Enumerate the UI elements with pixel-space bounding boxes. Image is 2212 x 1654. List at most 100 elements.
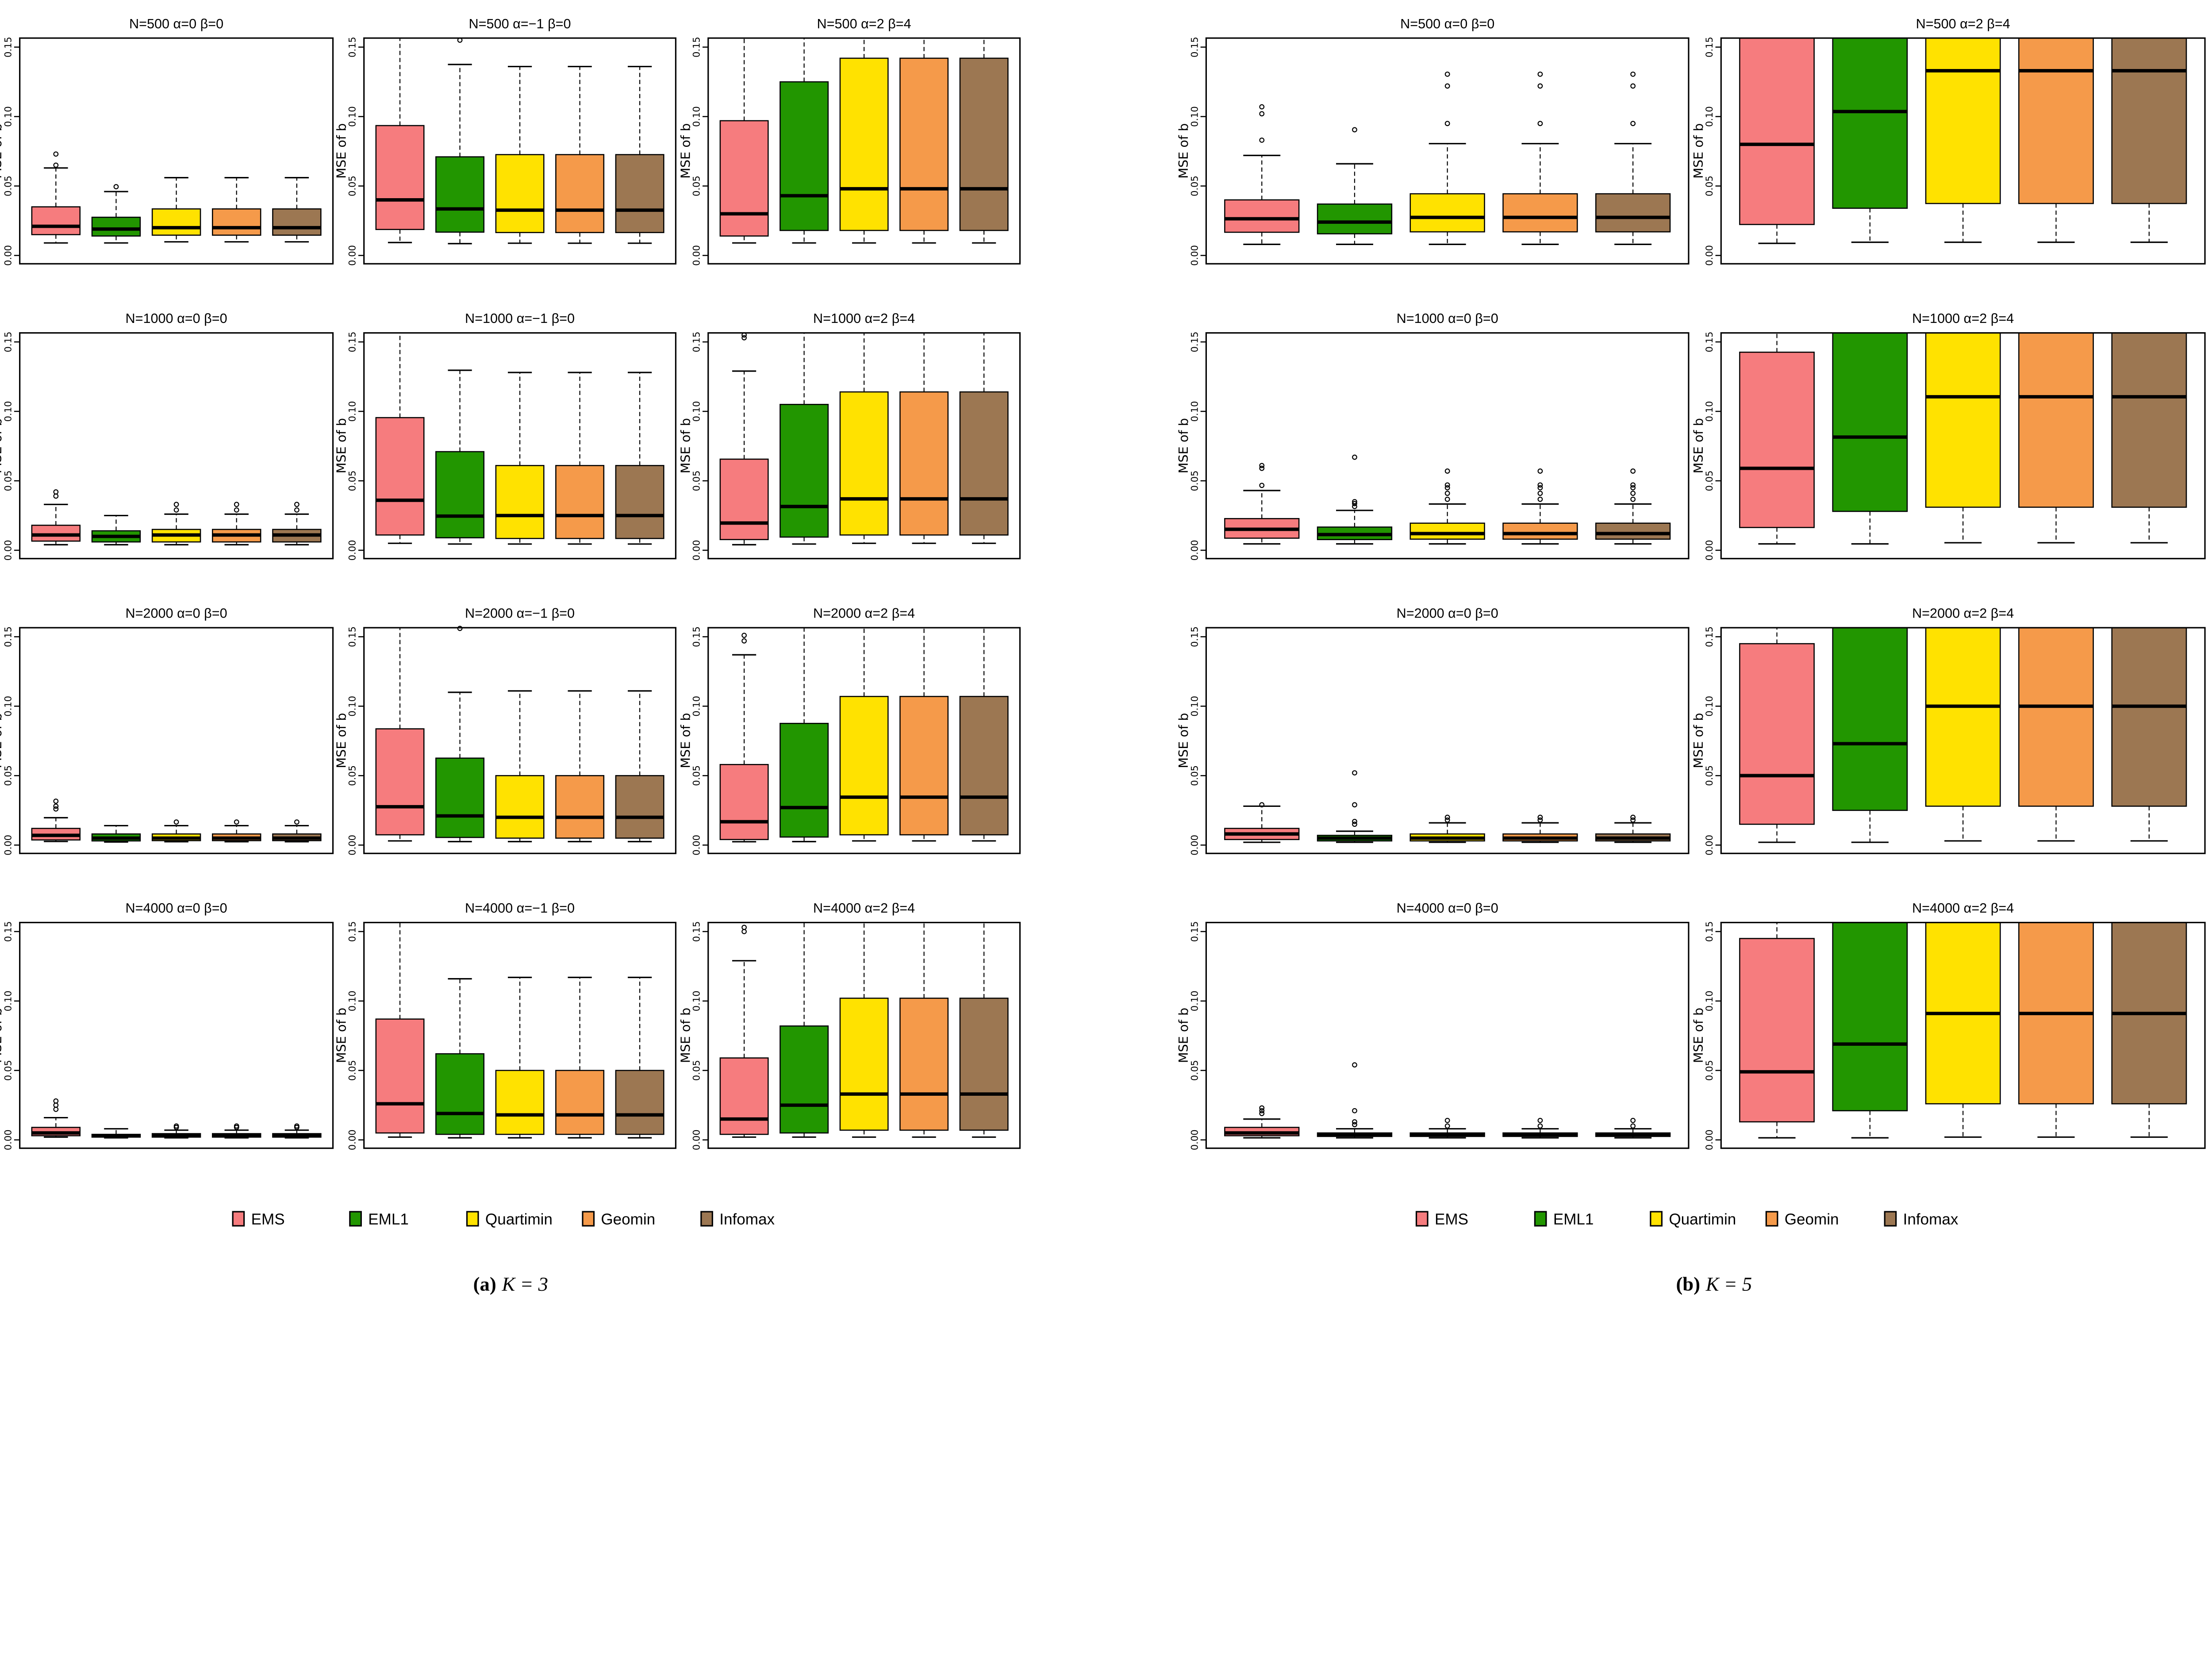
y-tick-label: 0.00 — [1704, 1129, 1715, 1150]
y-axis-label: MSE of b — [678, 1008, 693, 1063]
box-ems — [31, 525, 81, 542]
panel-title: N=1000 α=0 β=0 — [1397, 311, 1498, 326]
y-tick-label: 0.10 — [691, 106, 702, 127]
box-eml1 — [1832, 627, 1908, 811]
y-tick-label: 0.10 — [3, 106, 14, 127]
y-tick-label: 0.15 — [1189, 37, 1200, 58]
outlier-point — [53, 489, 59, 495]
y-axis-label: MSE of b — [678, 123, 693, 179]
legend-label: Quartimin — [1669, 1211, 1736, 1228]
plot-frame — [19, 627, 334, 854]
outlier-point — [1537, 482, 1543, 488]
legend-swatch-eml1 — [1534, 1211, 1547, 1227]
panel-title: N=2000 α=−1 β=0 — [465, 606, 575, 621]
outlier-point — [1444, 817, 1450, 823]
box-infomax — [615, 775, 664, 839]
y-tick-label: 0.05 — [347, 1060, 358, 1081]
outlier-point — [1444, 83, 1450, 89]
y-tick-label: 0.15 — [3, 37, 14, 58]
outlier-point — [1537, 71, 1543, 77]
outlier-point — [1259, 802, 1265, 808]
boxplot-panel: N=1000 α=2 β=4 0.00 0.05 0.10 0.15 MSE of b — [678, 311, 1021, 560]
legend-swatch-eml1 — [349, 1211, 362, 1227]
legend-swatch-ems — [1415, 1211, 1429, 1227]
y-tick-label: 0.00 — [3, 540, 14, 560]
outlier-point — [1630, 817, 1636, 823]
outlier-point — [1352, 821, 1357, 827]
plot-frame — [1205, 37, 1690, 265]
panel-title: N=2000 α=0 β=0 — [126, 606, 227, 621]
y-tick-label: 0.15 — [1704, 37, 1715, 58]
box-geomin — [555, 465, 605, 539]
y-tick-label: 0.00 — [691, 835, 702, 856]
box-quartimin — [839, 696, 889, 836]
y-tick-label: 0.15 — [1189, 626, 1200, 647]
legend-swatch-geomin — [582, 1211, 595, 1227]
y-tick-label: 0.00 — [691, 540, 702, 560]
box-ems — [719, 764, 769, 840]
caption-label: (b) — [1676, 1273, 1700, 1295]
box-eml1 — [780, 403, 829, 538]
legend-swatch-infomax — [700, 1211, 713, 1227]
y-tick-label: 0.10 — [691, 401, 702, 422]
box-geomin — [2018, 627, 2094, 807]
y-tick-label: 0.15 — [1704, 332, 1715, 353]
outlier-point — [53, 493, 59, 499]
outlier-point — [1444, 1123, 1450, 1129]
box-infomax — [959, 391, 1009, 536]
boxplot-panel: N=2000 α=2 β=4 0.00 0.05 0.10 0.15 MSE of b — [1691, 606, 2206, 856]
panel-title: N=4000 α=0 β=0 — [126, 901, 227, 916]
box-ems — [1739, 351, 1815, 528]
panel-title: N=500 α=2 β=4 — [1916, 16, 2010, 31]
outlier-point — [1259, 104, 1265, 110]
outlier-point — [1537, 814, 1543, 820]
panel-title: N=1000 α=−1 β=0 — [465, 311, 575, 326]
legend-swatch-infomax — [1884, 1211, 1897, 1227]
boxplot-panel: N=500 α=2 β=4 0.00 0.05 0.10 0.15 MSE of b — [678, 16, 1021, 266]
legend-label: EML1 — [368, 1211, 409, 1228]
box-geomin — [2018, 37, 2094, 204]
y-axis-label: MSE of b — [678, 418, 693, 473]
plot-frame — [1720, 921, 2206, 1149]
y-tick-label: 0.00 — [3, 1129, 14, 1150]
legend: EMS EML1 Quartimin Geomin Infomax — [232, 1211, 775, 1228]
outlier-point — [741, 633, 747, 638]
plot-frame — [707, 37, 1021, 265]
box-geomin — [555, 775, 605, 839]
outlier-point — [1630, 1123, 1636, 1129]
plot-frame — [707, 627, 1021, 854]
outlier-point — [1537, 83, 1543, 89]
panel-title: N=1000 α=0 β=0 — [126, 311, 227, 326]
box-ems — [375, 125, 425, 230]
outlier-point — [1444, 482, 1450, 488]
legend-label: Geomin — [1785, 1211, 1839, 1228]
outlier-point — [1259, 1111, 1265, 1117]
y-tick-label: 0.05 — [1189, 471, 1200, 491]
y-tick-label: 0.05 — [3, 471, 14, 491]
outlier-point — [1444, 491, 1450, 496]
y-tick-label: 0.00 — [3, 245, 14, 266]
outlier-point — [1444, 814, 1450, 820]
outlier-point — [1537, 491, 1543, 496]
y-tick-label: 0.10 — [1189, 401, 1200, 422]
outlier-point — [1537, 1123, 1543, 1129]
panel-title: N=4000 α=2 β=4 — [1912, 901, 2014, 916]
y-tick-label: 0.15 — [347, 921, 358, 942]
legend: EMS EML1 Quartimin Geomin Infomax — [1415, 1211, 1959, 1228]
y-axis-label: MSE of b — [1691, 1008, 1706, 1063]
y-tick-label: 0.05 — [347, 176, 358, 196]
boxplot-panel: N=500 α=−1 β=0 0.00 0.05 0.10 0.15 MSE of b — [334, 16, 677, 266]
outlier-point — [173, 1123, 179, 1129]
boxplot-panel: N=4000 α=−1 β=0 0.00 0.05 0.10 0.15 MSE of b — [334, 901, 677, 1150]
box-quartimin — [1925, 37, 2001, 204]
y-axis-label: MSE of b — [1691, 123, 1706, 179]
outlier-point — [173, 502, 179, 507]
outlier-point — [741, 925, 747, 930]
y-axis-label: MSE of b — [1176, 713, 1191, 768]
y-tick-label: 0.05 — [347, 765, 358, 786]
y-tick-label: 0.00 — [347, 245, 358, 266]
box-geomin — [899, 391, 949, 536]
outlier-point — [1630, 482, 1636, 488]
box-eml1 — [435, 1053, 485, 1135]
legend-label: Quartimin — [485, 1211, 553, 1228]
